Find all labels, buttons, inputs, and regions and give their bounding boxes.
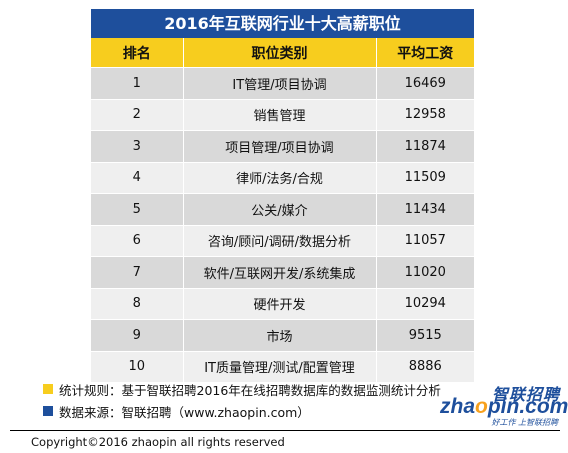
logo-en-dot: o [475,395,488,418]
table-row: 5 公关/媒介 11434 [91,193,474,225]
category-cell: 销售管理 [182,98,376,131]
table-row: 4 律师/法务/合规 11509 [91,161,474,194]
logo-tagline: 好工作 上智联招聘 [491,418,558,427]
table-row: 10 IT质量管理/测试/配置管理 8886 [91,350,474,382]
category-cell: 项目管理/项目协调 [182,130,376,162]
logo-en-part2: pin.com [487,395,568,418]
table-row: 1 IT管理/项目协调 16469 [91,67,474,99]
category-cell: 市场 [182,319,376,351]
salary-cell: 11057 [375,224,474,257]
salary-cell: 16469 [375,67,474,99]
rank-cell: 8 [91,287,183,320]
table-row: 8 硬件开发 10294 [91,287,474,320]
rank-cell: 2 [91,98,183,131]
salary-cell: 10294 [375,287,474,320]
column-header-category: 职位类别 [182,38,376,68]
category-cell: 律师/法务/合规 [182,161,376,194]
rank-cell: 9 [91,319,183,351]
rank-cell: 3 [91,130,183,162]
salary-table: 2016年互联网行业十大高薪职位 排名 职位类别 平均工资 1 IT管理/项目协调… [91,9,474,382]
zhaopin-logo: 智联招聘 zhaopin.com 好工作 上智联招聘 [440,381,568,429]
footer-divider [10,430,560,431]
table-row: 9 市场 9515 [91,319,474,351]
category-cell: IT质量管理/测试/配置管理 [182,350,376,382]
rank-cell: 5 [91,193,183,225]
column-header-salary: 平均工资 [375,38,474,68]
salary-cell: 11509 [375,161,474,194]
salary-cell: 12958 [375,98,474,131]
note-data-source: 数据来源：智联招聘（www.zhaopin.com） [43,400,441,422]
rank-cell: 6 [91,224,183,257]
logo-name-cn: 智联招聘 [491,385,560,404]
salary-cell: 8886 [375,350,474,382]
rank-cell: 1 [91,67,183,99]
salary-grid: 排名 职位类别 平均工资 1 IT管理/项目协调 16469 2 销售管理 12958 3 项… [91,38,474,382]
rank-cell: 10 [91,350,183,382]
blue-square-icon [43,406,53,416]
category-cell: 硬件开发 [182,287,376,320]
category-cell: 咨询/顾问/调研/数据分析 [182,224,376,257]
logo-name-en: zhaopin.com [440,395,568,419]
column-header-rank: 排名 [91,38,183,68]
salary-cell: 11020 [375,256,474,288]
table-header-row: 排名 职位类别 平均工资 [91,38,474,68]
salary-cell: 11874 [375,130,474,162]
footnotes: 统计规则：基于智联招聘2016年在线招聘数据库的数据监测统计分析 数据来源：智联… [43,378,441,422]
category-cell: 公关/媒介 [182,193,376,225]
salary-cell: 9515 [375,319,474,351]
category-cell: 软件/互联网开发/系统集成 [182,256,376,288]
copyright-text: Copyright©2016 zhaopin all rights reserv… [31,435,285,449]
table-row: 2 销售管理 12958 [91,98,474,131]
note-data-source-text: 数据来源：智联招聘（www.zhaopin.com） [59,404,310,420]
table-title: 2016年互联网行业十大高薪职位 [91,9,474,38]
table-body: 1 IT管理/项目协调 16469 2 销售管理 12958 3 项目管理/项目协调 11874… [91,67,474,382]
table-row: 3 项目管理/项目协调 11874 [91,130,474,162]
salary-cell: 11434 [375,193,474,225]
table-row: 6 咨询/顾问/调研/数据分析 11057 [91,224,474,257]
note-stat-rule: 统计规则：基于智联招聘2016年在线招聘数据库的数据监测统计分析 [43,378,441,400]
rank-cell: 7 [91,256,183,288]
yellow-square-icon [43,384,53,394]
category-cell: IT管理/项目协调 [182,67,376,99]
table-row: 7 软件/互联网开发/系统集成 11020 [91,256,474,288]
note-stat-rule-text: 统计规则：基于智联招聘2016年在线招聘数据库的数据监测统计分析 [59,382,441,398]
rank-cell: 4 [91,161,183,194]
logo-en-part1: zha [440,395,476,418]
